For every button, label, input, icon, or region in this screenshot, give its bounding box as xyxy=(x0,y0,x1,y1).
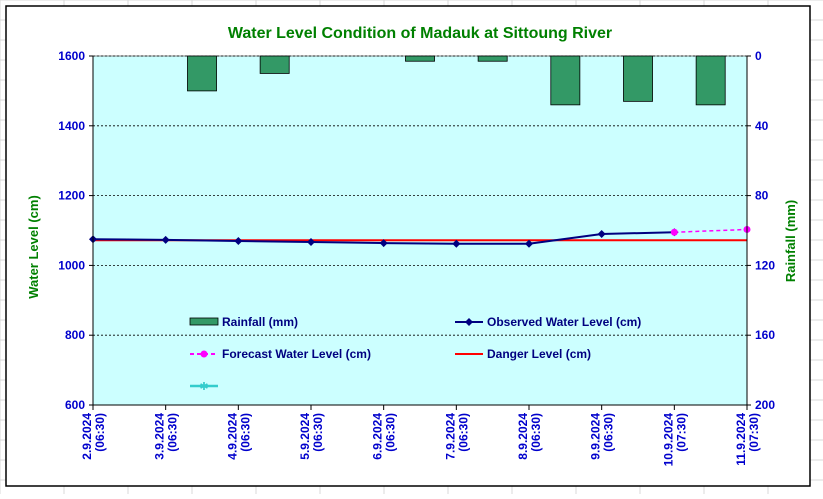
rainfall-bar xyxy=(405,55,435,62)
x-tick-time: (06:30) xyxy=(456,413,470,452)
x-tick-label: 6.9.2024 (06:30) xyxy=(371,413,398,460)
rainfall-bar xyxy=(187,55,217,92)
observed-point xyxy=(161,235,170,244)
x-tick-time: (07:30) xyxy=(747,413,761,452)
x-tick-date: 6.9.2024 xyxy=(371,413,385,460)
x-tick-time: (07:30) xyxy=(674,413,688,452)
x-tick-label: 7.9.2024 (06:30) xyxy=(443,413,470,460)
y2-axis-label: Rainfall (mm) xyxy=(783,200,798,282)
series-lines xyxy=(89,225,751,248)
x-tick-label: 11.9.2024 (07:30) xyxy=(734,413,761,466)
y-tick-label: 1000 xyxy=(58,258,85,272)
x-tick-label: 2.9.2024 (06:30) xyxy=(80,413,107,460)
x-tick-time: (06:30) xyxy=(93,413,107,452)
x-tick-date: 2.9.2024 xyxy=(80,413,94,460)
x-tick-label: 3.9.2024 (06:30) xyxy=(153,413,180,460)
x-tick-time: (06:30) xyxy=(238,413,252,452)
legend-danger-label: Danger Level (cm) xyxy=(487,347,591,361)
x-tick-label: 4.9.2024 (06:30) xyxy=(225,413,252,460)
y2-tick-label: 160 xyxy=(755,328,775,342)
observed-point xyxy=(234,236,243,245)
y2-tick-label: 0 xyxy=(755,49,762,63)
y-tick-label: 1400 xyxy=(58,119,85,133)
observed-point xyxy=(452,239,461,248)
observed-point xyxy=(525,239,533,248)
x-tick-time: (06:30) xyxy=(311,413,325,452)
y-tick-label: 800 xyxy=(65,328,85,342)
observed-point xyxy=(597,229,606,238)
x-tick-label: 8.9.2024 (06:30) xyxy=(516,413,543,460)
x-tick-time: (06:30) xyxy=(529,413,543,452)
rainfall-bar xyxy=(477,55,508,62)
x-tick-time: (06:30) xyxy=(384,413,398,452)
x-tick-date: 5.9.2024 xyxy=(298,413,312,460)
x-tick-label: 10.9.2024 (07:30) xyxy=(661,413,688,467)
x-tick-date: 9.9.2024 xyxy=(589,413,603,460)
y2-tick-label: 200 xyxy=(755,398,775,412)
legend-forecast-marker xyxy=(200,350,208,358)
x-tick-date: 4.9.2024 xyxy=(225,413,239,460)
x-tick-date: 10.9.2024 xyxy=(661,413,675,467)
plot-area xyxy=(92,55,748,406)
x-tick-time: (06:30) xyxy=(166,413,180,452)
legend-rainfall-swatch xyxy=(189,317,219,326)
observed-point xyxy=(379,239,388,248)
legend-observed-marker xyxy=(465,318,473,326)
x-tick-date: 11.9.2024 xyxy=(734,413,748,466)
x-tick-date: 7.9.2024 xyxy=(443,413,457,460)
x-tick-date: 8.9.2024 xyxy=(516,413,530,460)
x-tick-date: 3.9.2024 xyxy=(153,413,167,460)
x-tick-time: (06:30) xyxy=(602,413,616,452)
y2-tick-label: 40 xyxy=(755,119,769,133)
rainfall-bars xyxy=(187,55,726,106)
y-axis-label: Water Level (cm) xyxy=(26,195,41,299)
x-tick-label: 9.9.2024 (06:30) xyxy=(589,413,616,460)
legend-rainfall-label: Rainfall (mm) xyxy=(222,315,298,329)
legend-extra-marker: ✱ xyxy=(199,381,208,393)
axes: 1600 1400 1200 1000 800 600 0 40 80 120 160 200 2.9.… xyxy=(58,49,775,466)
legend-forecast-label: Forecast Water Level (cm) xyxy=(222,347,371,361)
chart-title: Water Level Condition of Madauk at Sitto… xyxy=(228,25,612,42)
y2-tick-label: 120 xyxy=(755,258,775,272)
legend: Rainfall (mm) Observed Water Level (cm) … xyxy=(189,315,641,393)
observed-point xyxy=(307,238,315,247)
rainfall-bar xyxy=(259,55,290,74)
legend-observed-label: Observed Water Level (cm) xyxy=(487,315,641,329)
y-tick-label: 600 xyxy=(65,398,85,412)
y-tick-label: 1600 xyxy=(58,49,85,63)
y2-tick-label: 80 xyxy=(755,189,769,203)
y-tick-label: 1200 xyxy=(58,189,85,203)
forecast-point xyxy=(670,228,678,236)
rainfall-bar xyxy=(623,55,653,102)
rainfall-bar xyxy=(695,55,726,106)
rainfall-bar xyxy=(550,55,581,106)
x-tick-label: 5.9.2024 (06:30) xyxy=(298,413,325,460)
forecast-line xyxy=(674,228,748,233)
